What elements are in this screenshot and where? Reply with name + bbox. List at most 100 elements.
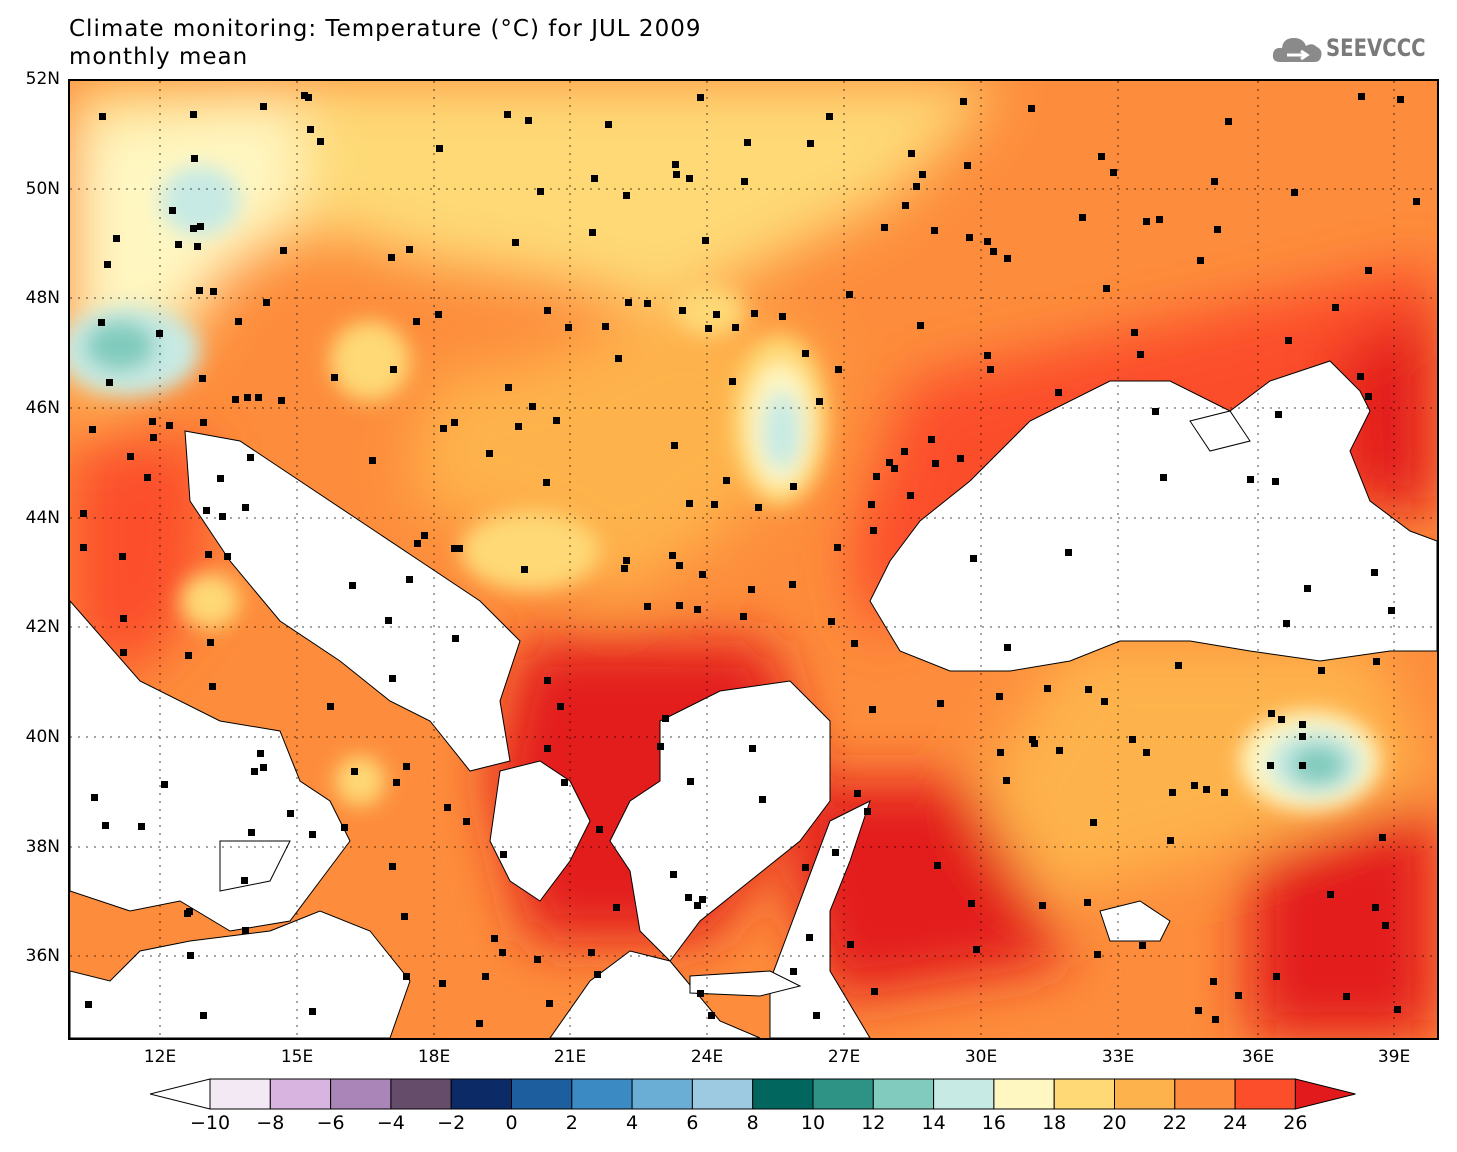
station-marker bbox=[732, 324, 739, 331]
colorbar-swatch bbox=[872, 1078, 935, 1110]
lon-label: 30E bbox=[964, 1047, 998, 1067]
station-marker bbox=[1373, 658, 1380, 665]
station-marker bbox=[928, 436, 935, 443]
station-marker bbox=[873, 473, 880, 480]
station-marker bbox=[491, 935, 498, 942]
colorbar-swatch bbox=[269, 1078, 332, 1110]
station-marker bbox=[789, 581, 796, 588]
station-marker bbox=[505, 384, 512, 391]
station-marker bbox=[594, 971, 601, 978]
station-marker bbox=[1167, 837, 1174, 844]
station-marker bbox=[390, 366, 397, 373]
station-marker bbox=[932, 460, 939, 467]
station-marker bbox=[138, 823, 145, 830]
station-marker bbox=[127, 453, 134, 460]
colorbar-tick-label: 14 bbox=[921, 1112, 946, 1134]
station-marker bbox=[203, 507, 210, 514]
station-marker bbox=[451, 419, 458, 426]
station-marker bbox=[699, 896, 706, 903]
station-marker bbox=[388, 254, 395, 261]
station-marker bbox=[440, 425, 447, 432]
lon-label: 12E bbox=[143, 1047, 177, 1067]
station-marker bbox=[1004, 255, 1011, 262]
lat-label: 36N bbox=[25, 946, 60, 966]
station-marker bbox=[591, 175, 598, 182]
station-marker bbox=[1327, 891, 1334, 898]
chart-subtitle: monthly mean bbox=[69, 44, 249, 70]
station-marker bbox=[247, 454, 254, 461]
station-marker bbox=[987, 366, 994, 373]
colorbar-tick-label: 0 bbox=[505, 1112, 518, 1134]
station-marker bbox=[349, 582, 356, 589]
lat-label: 48N bbox=[25, 288, 60, 308]
station-marker bbox=[278, 397, 285, 404]
station-marker bbox=[1203, 786, 1210, 793]
station-marker bbox=[891, 465, 898, 472]
colorbar-swatch bbox=[390, 1078, 452, 1110]
lon-label: 15E bbox=[280, 1047, 314, 1067]
station-marker bbox=[106, 379, 113, 386]
station-marker bbox=[1090, 819, 1097, 826]
colorbar-high-arrow bbox=[1294, 1078, 1356, 1110]
station-marker bbox=[657, 743, 664, 750]
station-marker bbox=[260, 103, 267, 110]
station-marker bbox=[1211, 178, 1218, 185]
station-marker bbox=[748, 586, 755, 593]
colorbar-swatch bbox=[691, 1078, 754, 1110]
station-marker bbox=[970, 555, 977, 562]
station-marker bbox=[1160, 474, 1167, 481]
station-marker bbox=[403, 763, 410, 770]
lat-label: 42N bbox=[25, 617, 60, 637]
station-marker bbox=[235, 318, 242, 325]
station-marker bbox=[421, 532, 428, 539]
station-marker bbox=[1031, 740, 1038, 747]
station-marker bbox=[870, 527, 877, 534]
station-marker bbox=[1343, 993, 1350, 1000]
station-marker bbox=[149, 418, 156, 425]
station-marker bbox=[687, 778, 694, 785]
station-marker bbox=[515, 423, 522, 430]
station-marker bbox=[1304, 585, 1311, 592]
station-marker bbox=[790, 483, 797, 490]
station-marker bbox=[816, 398, 823, 405]
station-marker bbox=[937, 700, 944, 707]
station-marker bbox=[144, 474, 151, 481]
station-marker bbox=[190, 111, 197, 118]
station-marker bbox=[917, 322, 924, 329]
colorbar-tick-label: 16 bbox=[981, 1112, 1006, 1134]
colorbar-swatch bbox=[1114, 1078, 1176, 1110]
station-marker bbox=[217, 475, 224, 482]
station-marker bbox=[881, 224, 888, 231]
station-marker bbox=[806, 934, 813, 941]
station-marker bbox=[960, 98, 967, 105]
station-marker bbox=[120, 615, 127, 622]
station-marker bbox=[1055, 389, 1062, 396]
station-marker bbox=[185, 652, 192, 659]
station-marker bbox=[1275, 411, 1282, 418]
station-marker bbox=[1332, 304, 1339, 311]
station-marker bbox=[1175, 662, 1182, 669]
station-marker bbox=[907, 492, 914, 499]
station-marker bbox=[525, 117, 532, 124]
station-marker bbox=[596, 826, 603, 833]
station-marker bbox=[1382, 922, 1389, 929]
station-marker bbox=[1098, 153, 1105, 160]
station-marker bbox=[913, 183, 920, 190]
station-marker bbox=[1371, 569, 1378, 576]
colorbar-swatch bbox=[933, 1078, 995, 1110]
station-marker bbox=[482, 973, 489, 980]
station-marker bbox=[1283, 620, 1290, 627]
station-marker bbox=[1268, 710, 1275, 717]
station-marker bbox=[557, 703, 564, 710]
station-marker bbox=[1365, 393, 1372, 400]
station-marker bbox=[740, 613, 747, 620]
station-marker bbox=[191, 155, 198, 162]
station-marker bbox=[588, 949, 595, 956]
station-marker bbox=[120, 649, 127, 656]
station-marker bbox=[98, 319, 105, 326]
colorbar-tick-label: −2 bbox=[437, 1112, 466, 1134]
station-marker bbox=[671, 442, 678, 449]
lon-label: 21E bbox=[553, 1047, 587, 1067]
station-marker bbox=[984, 352, 991, 359]
station-marker bbox=[499, 949, 506, 956]
